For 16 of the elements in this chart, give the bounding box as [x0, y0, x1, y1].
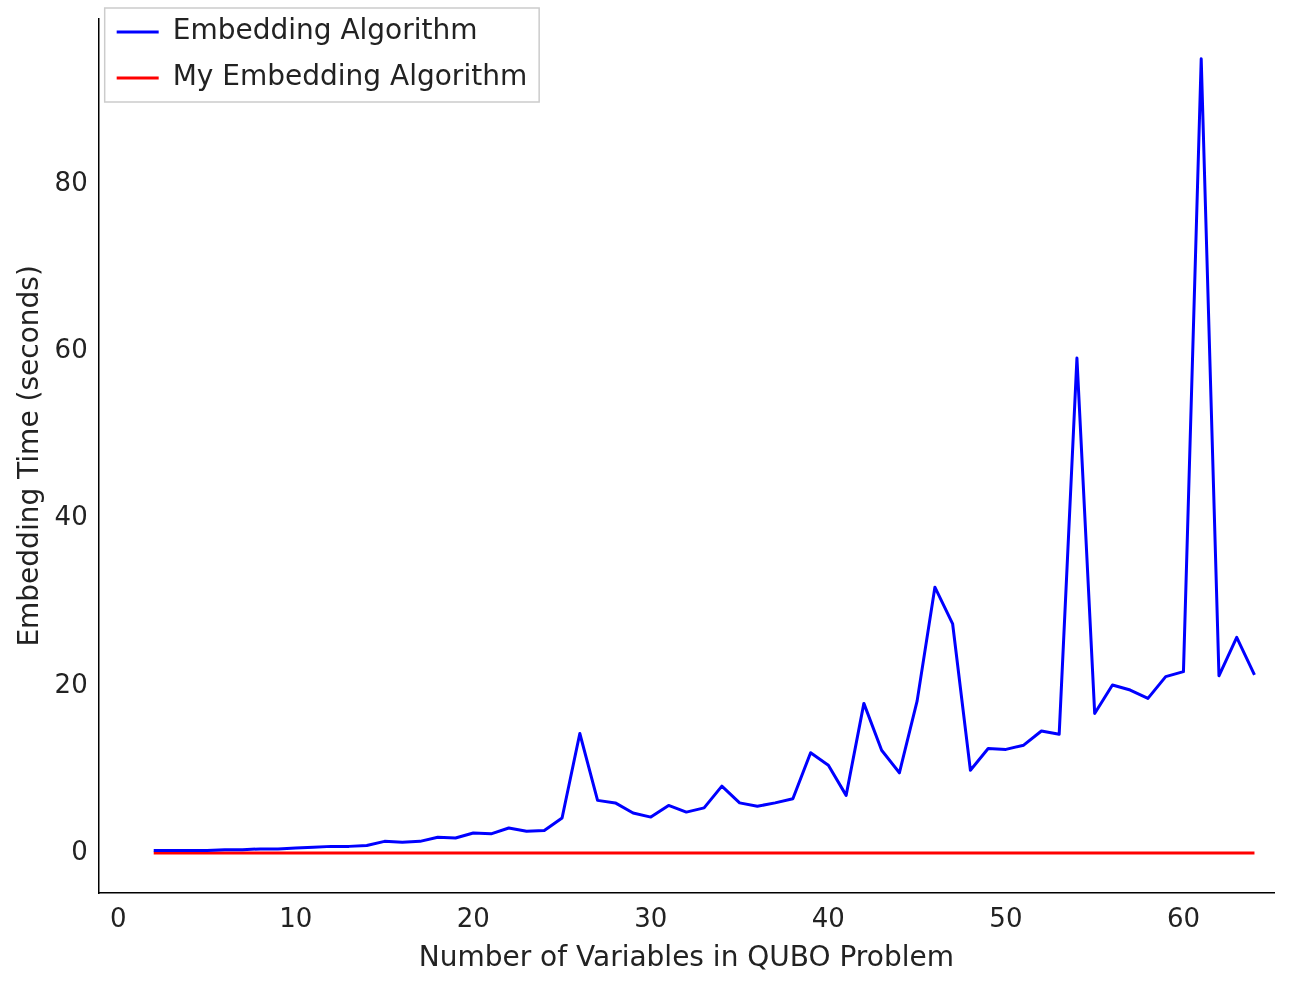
x-tick-label: 30 — [634, 902, 668, 933]
x-axis-title: Number of Variables in QUBO Problem — [418, 940, 954, 974]
legend-label: My Embedding Algorithm — [172, 59, 528, 93]
x-tick-label: 20 — [456, 902, 490, 933]
legend-label: Embedding Algorithm — [172, 13, 478, 47]
x-tick-label: 10 — [279, 902, 313, 933]
y-axis-title: Embedding Time (seconds) — [12, 265, 46, 647]
x-tick-label: 40 — [811, 902, 845, 933]
x-tick-label: 0 — [109, 902, 127, 933]
x-tick-label: 50 — [989, 902, 1023, 933]
y-tick-label: 20 — [54, 668, 88, 699]
y-tick-label: 0 — [71, 835, 88, 866]
y-tick-label: 40 — [54, 501, 88, 532]
y-tick-label: 80 — [54, 166, 88, 197]
y-tick-label: 60 — [54, 334, 88, 365]
x-tick-label: 60 — [1166, 902, 1200, 933]
